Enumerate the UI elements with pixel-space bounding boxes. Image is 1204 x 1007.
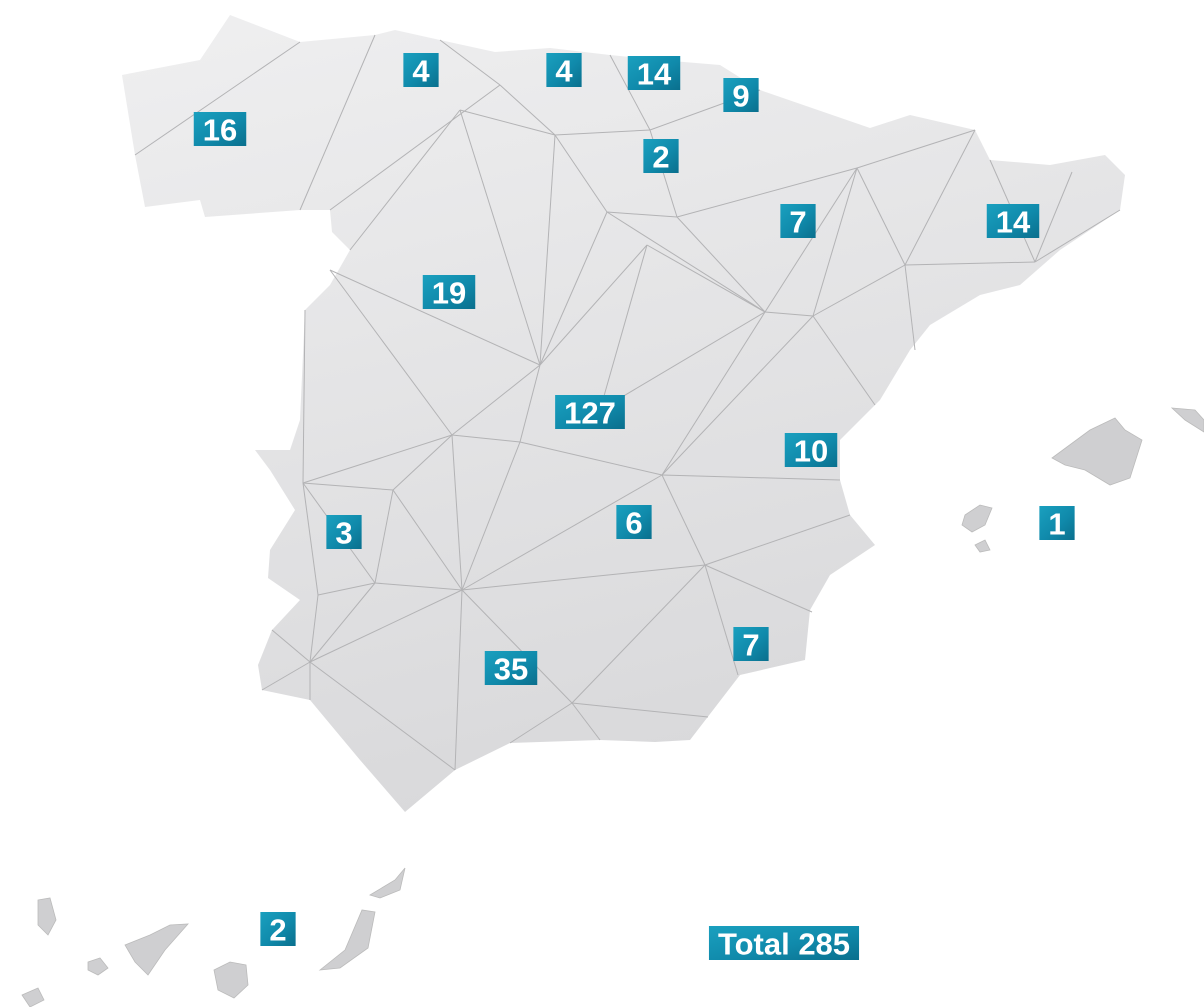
menorca [1170,407,1204,433]
mallorca [1051,417,1143,486]
region-count-box [627,56,681,90]
region-count-text: 7 [742,628,759,663]
region-count-box [733,627,769,661]
region-count-box [616,505,652,539]
total: Total 285 [708,926,860,962]
region-count-box [1039,506,1075,540]
total-text: Total 285 [718,927,850,962]
labels: 16 4 4 14 9 2 7 14 19 127 10 3 6 1 35 7 2 Total 285 [193,53,1075,962]
region-count-box [555,395,625,429]
la-gomera [87,957,109,976]
region-count-text: 16 [203,113,237,148]
region-count-box [193,112,247,146]
gran-canaria [213,961,249,999]
region-count: 7 [733,627,769,663]
region-count: 6 [616,505,652,541]
region-count-text: 2 [269,913,286,948]
region-count-text: 3 [335,516,352,551]
total-box [708,926,860,960]
region-count-text: 1 [1048,507,1065,542]
region-count: 2 [643,139,679,175]
region-count-box [643,139,679,173]
la-palma [37,897,57,936]
region-count-text: 14 [996,205,1031,240]
el-hierro [21,987,45,1007]
lanzarote [369,867,406,899]
region-count-text: 9 [732,79,749,114]
region-count-text: 4 [555,54,573,89]
region-count-box [780,204,816,238]
region-count: 2 [260,912,296,948]
region-count: 19 [422,275,476,311]
region-count-box [260,912,296,946]
region-count-text: 2 [652,140,669,175]
tenerife [124,923,189,976]
region-count-box [484,651,538,685]
region-count-text: 19 [432,276,466,311]
region-count: 14 [627,56,681,92]
formentera [974,539,991,553]
ibiza [961,504,993,533]
region-count: 127 [555,395,625,431]
region-count: 14 [986,204,1040,240]
region-count: 4 [403,53,439,89]
region-count-box [784,433,838,467]
region-count: 3 [326,515,362,551]
region-count-box [723,78,759,112]
region-count-text: 6 [625,506,642,541]
region-count: 4 [546,53,582,89]
region-count-box [326,515,362,549]
region-count: 16 [193,112,247,148]
region-count: 10 [784,433,838,469]
region-count-text: 7 [789,205,806,240]
region-count-box [403,53,439,87]
region-count: 35 [484,651,538,687]
region-count-box [422,275,476,309]
region-count-text: 35 [494,652,528,687]
region-count-text: 127 [564,396,616,431]
region-count-text: 14 [637,57,672,92]
region-count-box [546,53,582,87]
fuerteventura [318,909,376,971]
region-count-text: 4 [412,54,430,89]
region-count-text: 10 [794,434,828,469]
region-count-box [986,204,1040,238]
region-count: 9 [723,78,759,114]
region-count: 1 [1039,506,1075,542]
region-count: 7 [780,204,816,240]
